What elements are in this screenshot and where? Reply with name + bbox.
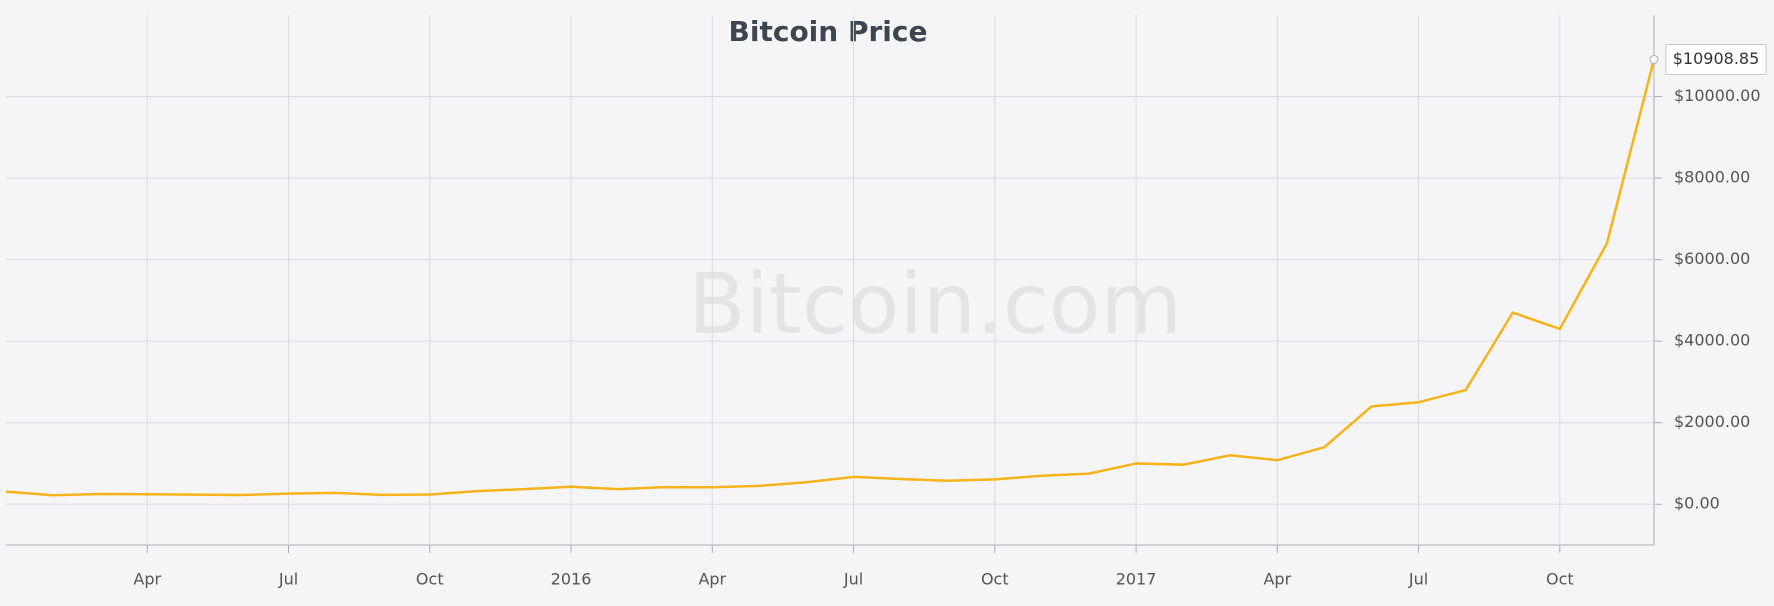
y-tick-label: $2000.00 (1674, 412, 1750, 431)
x-tick-label: Apr (1263, 570, 1291, 589)
x-tick-label: Apr (698, 570, 726, 589)
y-tick-label: $10000.00 (1674, 86, 1761, 105)
x-tick-label: Apr (133, 570, 161, 589)
y-tick-label: $0.00 (1674, 494, 1720, 513)
value-label: $10908.85 (1673, 49, 1760, 68)
x-tick-label: 2017 (1116, 570, 1157, 589)
last-point (1649, 54, 1659, 64)
price-line (5, 59, 1656, 497)
x-tick-label: Jul (278, 570, 298, 589)
y-tick-label: $4000.00 (1674, 331, 1750, 350)
y-tick-label: $8000.00 (1674, 168, 1750, 187)
y-tick-label: $6000.00 (1674, 249, 1750, 268)
watermark: Bitcoin.com (688, 255, 1182, 353)
chart-title: Bitcoin Price (729, 15, 928, 48)
x-tick-label: Jul (843, 570, 863, 589)
x-tick-label: Oct (1546, 570, 1574, 589)
x-tick-label: 2016 (551, 570, 592, 589)
x-tick-label: Oct (416, 570, 444, 589)
value-label-box (1665, 43, 1767, 75)
x-tick-label: Oct (981, 570, 1009, 589)
x-tick-label: Jul (1408, 570, 1428, 589)
